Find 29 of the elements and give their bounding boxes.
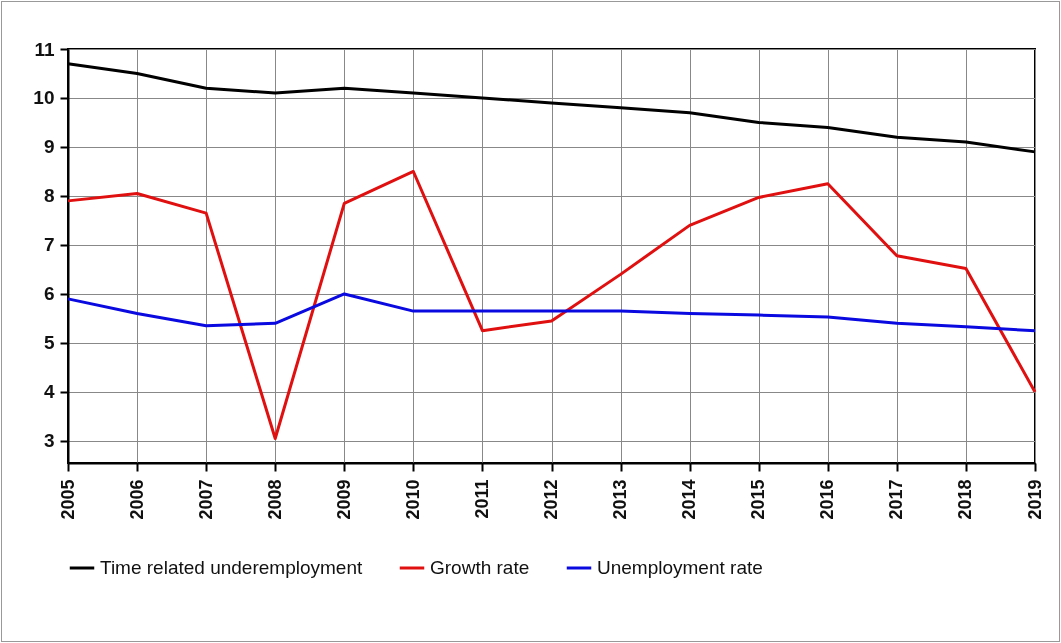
y-tick-label: 8 xyxy=(43,185,55,207)
x-tick-label: 2018 xyxy=(955,479,976,520)
x-tick-label: 2010 xyxy=(402,479,423,520)
x-tick-label: 2009 xyxy=(333,479,354,520)
x-tick-label: 2006 xyxy=(126,479,147,520)
legend-label: Unemployment rate xyxy=(597,557,763,578)
y-tick-label: 7 xyxy=(43,234,55,256)
x-tick-label: 2011 xyxy=(471,479,492,519)
y-tick-label: 11 xyxy=(34,38,55,60)
y-tick-label: 3 xyxy=(43,430,55,452)
x-tick-label: 2016 xyxy=(817,479,838,520)
x-tick-label: 2005 xyxy=(57,479,78,520)
x-tick-label: 2017 xyxy=(886,479,907,520)
y-tick-label: 6 xyxy=(43,283,55,305)
y-tick-label: 9 xyxy=(43,136,55,158)
line-series xyxy=(66,292,1037,333)
x-tick-label: 2019 xyxy=(1024,479,1045,520)
x-tick-label: 2013 xyxy=(610,479,631,520)
line-series xyxy=(66,169,1037,440)
x-tick-label: 2015 xyxy=(748,479,769,520)
y-tick-label: 4 xyxy=(43,381,55,403)
y-tick-label: 5 xyxy=(43,332,55,354)
x-tick-label: 2008 xyxy=(264,479,285,520)
x-tick-label: 2007 xyxy=(195,479,216,520)
x-tick-label: 2014 xyxy=(679,479,700,520)
y-tick-label: 10 xyxy=(33,87,55,109)
x-tick-label: 2012 xyxy=(541,479,561,520)
legend-label: Time related underemployment xyxy=(100,557,363,578)
legend-label: Growth rate xyxy=(430,557,530,578)
